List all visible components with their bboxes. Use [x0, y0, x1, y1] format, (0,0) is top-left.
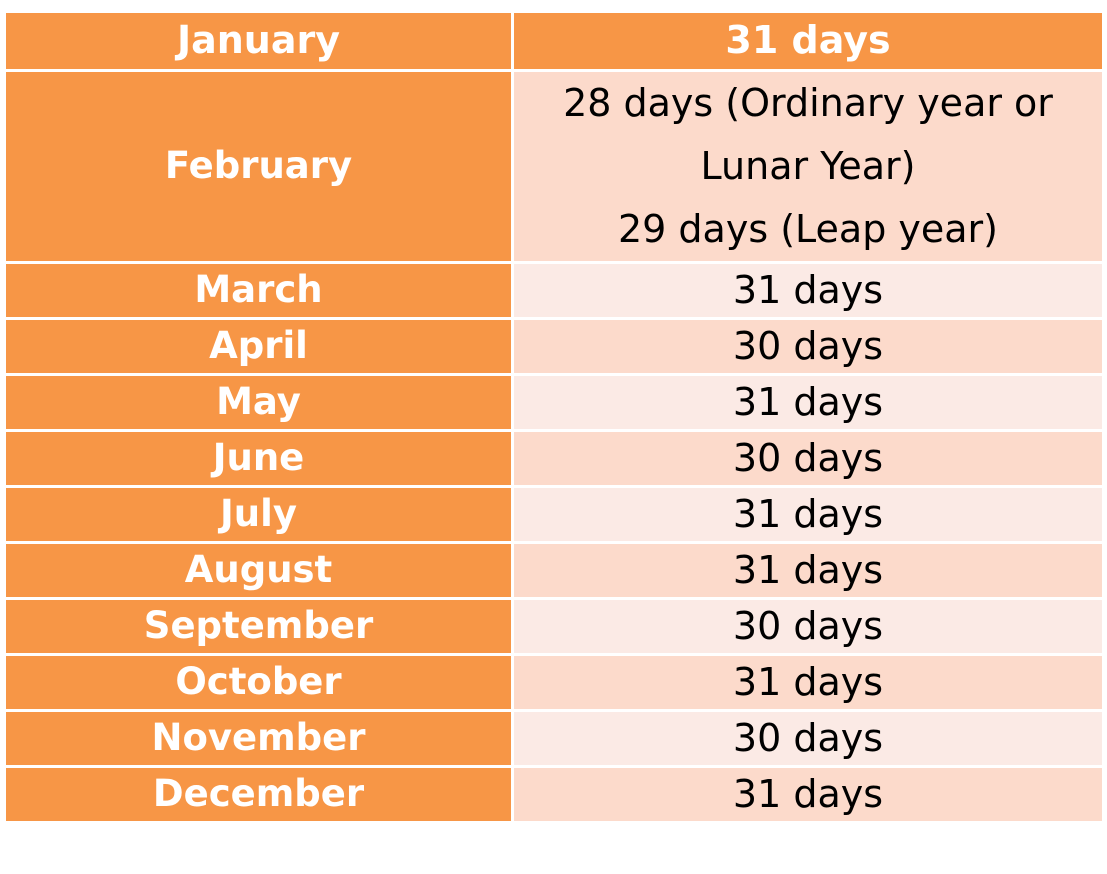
days-line: 29 days (Leap year) [618, 207, 998, 251]
table-row-march: March 31 days [3, 261, 1105, 320]
month-cell: September [3, 597, 514, 656]
table-row-june: June 30 days [3, 429, 1105, 488]
days-cell: 31 days [511, 373, 1105, 432]
month-cell: November [3, 709, 514, 768]
days-cell: 31 days [511, 10, 1105, 72]
days-line: 28 days (Ordinary year or [563, 81, 1053, 125]
days-cell: 30 days [511, 597, 1105, 656]
table-row-september: September 30 days [3, 597, 1105, 656]
days-cell: 30 days [511, 429, 1105, 488]
month-cell: April [3, 317, 514, 376]
table-row-july: July 31 days [3, 485, 1105, 544]
month-cell: October [3, 653, 514, 712]
days-cell: 31 days [511, 485, 1105, 544]
month-cell: December [3, 765, 514, 824]
table-row-august: August 31 days [3, 541, 1105, 600]
days-cell: 28 days (Ordinary year or Lunar Year) 29… [511, 69, 1105, 264]
month-days-table: January 31 days February 28 days (Ordina… [3, 10, 1105, 824]
days-cell: 31 days [511, 261, 1105, 320]
table-row-february: February 28 days (Ordinary year or Lunar… [3, 69, 1105, 264]
days-cell: 30 days [511, 317, 1105, 376]
table-row-december: December 31 days [3, 765, 1105, 824]
month-cell: June [3, 429, 514, 488]
month-cell: January [3, 10, 514, 72]
days-cell: 31 days [511, 765, 1105, 824]
month-days-table-container: January 31 days February 28 days (Ordina… [3, 10, 1105, 824]
table-row-may: May 31 days [3, 373, 1105, 432]
month-cell: May [3, 373, 514, 432]
table-row-october: October 31 days [3, 653, 1105, 712]
days-cell: 30 days [511, 709, 1105, 768]
month-cell: February [3, 69, 514, 264]
days-cell: 31 days [511, 653, 1105, 712]
days-cell: 31 days [511, 541, 1105, 600]
month-cell: July [3, 485, 514, 544]
table-row-november: November 30 days [3, 709, 1105, 768]
table-row-april: April 30 days [3, 317, 1105, 376]
month-cell: March [3, 261, 514, 320]
days-line: Lunar Year) [700, 144, 916, 188]
month-cell: August [3, 541, 514, 600]
table-row-january: January 31 days [3, 10, 1105, 72]
